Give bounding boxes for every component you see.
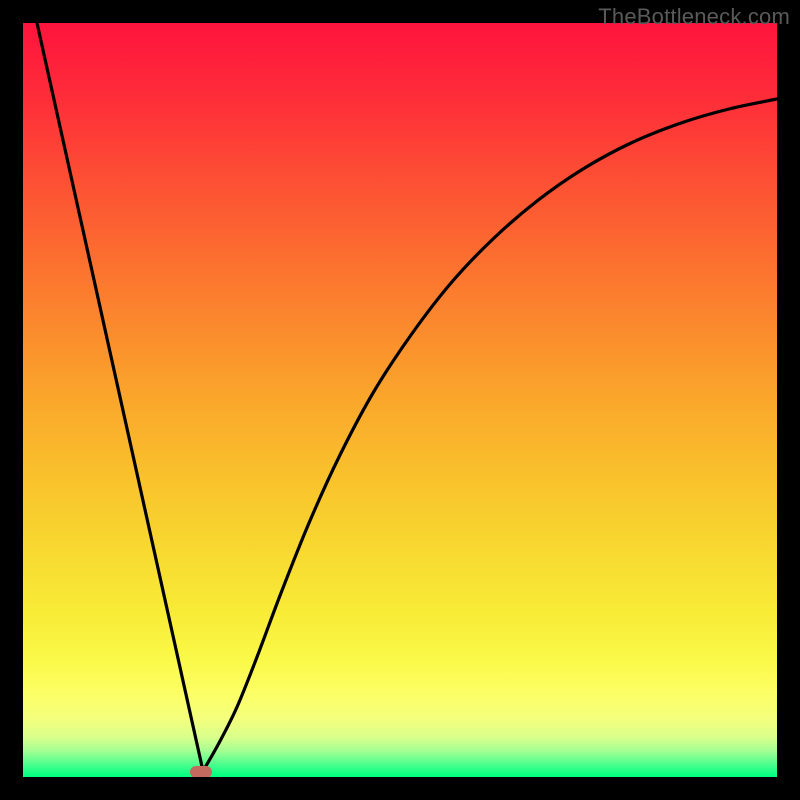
bottleneck-curve [23,23,777,777]
chart-frame: TheBottleneck.com [0,0,800,800]
watermark-label: TheBottleneck.com [598,4,790,30]
optimum-marker [190,766,212,777]
plot-area [23,23,777,777]
